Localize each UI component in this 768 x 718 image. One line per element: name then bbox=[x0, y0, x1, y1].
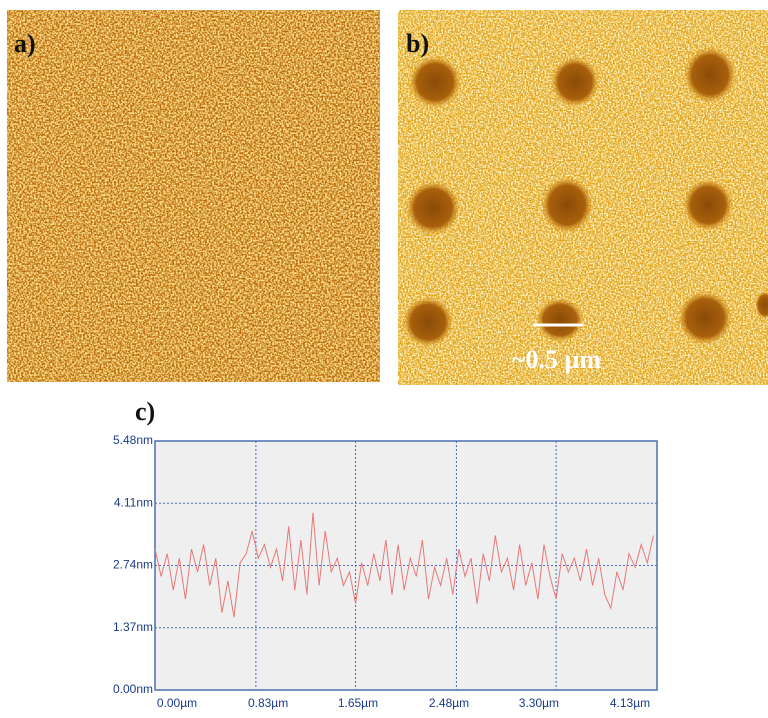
y-tick-label: 1.37nm bbox=[113, 620, 153, 634]
plot-area bbox=[154, 440, 658, 691]
panel-label: a) bbox=[14, 29, 36, 58]
y-tick-label: 4.11nm bbox=[114, 495, 153, 509]
afm-image-b bbox=[398, 10, 768, 385]
x-tick-label: 4.13µm bbox=[610, 696, 650, 710]
profile-line bbox=[154, 512, 654, 618]
panel-label: b) bbox=[406, 29, 429, 58]
y-tick-label: 2.74nm bbox=[113, 558, 153, 572]
profile-chart: 0.00nm 1.37nm 2.74nm 4.11nm 5.48nm 0.00µm 0.83… bbox=[113, 433, 658, 710]
scale-bar-label: ~0.5 µm bbox=[512, 345, 602, 374]
x-tick-label: 3.30µm bbox=[519, 696, 559, 710]
afm-image-a bbox=[7, 10, 380, 382]
x-tick-label: 0.00µm bbox=[157, 696, 197, 710]
x-tick-label: 0.83µm bbox=[248, 696, 288, 710]
y-tick-label: 0.00nm bbox=[113, 682, 153, 696]
y-tick-label: 5.48nm bbox=[113, 433, 153, 447]
x-tick-label: 2.48µm bbox=[429, 696, 469, 710]
panel-label: c) bbox=[135, 397, 155, 426]
x-tick-label: 1.65µm bbox=[338, 696, 378, 710]
